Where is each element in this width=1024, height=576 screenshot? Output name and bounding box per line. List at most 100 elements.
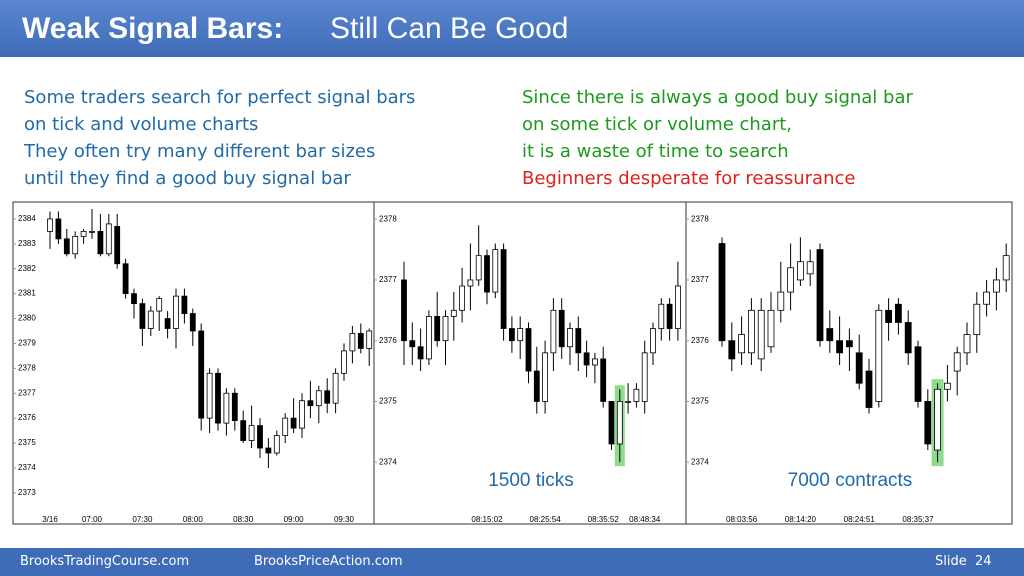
candle-body — [401, 279, 407, 342]
candle-body — [855, 352, 863, 384]
candle-body — [904, 322, 912, 354]
slide-number: Slide 24 — [935, 554, 992, 569]
candle-body — [417, 346, 424, 360]
candle-body — [1002, 255, 1010, 281]
y-tick-label: 2376 — [18, 413, 36, 422]
candle-body — [914, 346, 922, 402]
candle-body — [895, 303, 902, 323]
candle-body — [666, 303, 673, 329]
candle-body — [533, 370, 540, 402]
candle-body — [806, 261, 814, 275]
y-tick-label: 2378 — [18, 363, 36, 372]
title-bold: Weak Signal Bars: — [22, 12, 284, 45]
y-tick-label: 2375 — [379, 397, 397, 406]
y-tick-label: 2377 — [18, 388, 36, 397]
x-tick-label: 08:30 — [233, 515, 254, 524]
candle-body — [341, 350, 347, 374]
candle-body — [72, 235, 79, 255]
footer: BrooksTradingCourse.com BrooksPriceActio… — [0, 548, 1024, 576]
candle-body — [299, 400, 305, 429]
candle-body — [357, 333, 364, 349]
y-tick-label: 2379 — [18, 339, 36, 348]
candle-body — [728, 340, 736, 360]
y-tick-label: 2378 — [379, 214, 397, 223]
candle-body — [122, 263, 129, 295]
text-line: on some tick or volume chart, — [522, 114, 793, 135]
candle-body — [240, 420, 247, 441]
x-tick-label: 08:24:51 — [844, 515, 876, 524]
candle-body — [248, 425, 255, 441]
x-tick-label: 08:03:56 — [726, 515, 758, 524]
candle-body — [738, 334, 745, 354]
candle-body — [164, 318, 171, 329]
candle-body — [89, 230, 95, 233]
candle-body — [718, 243, 726, 342]
y-tick-label: 2377 — [379, 275, 397, 284]
candle-body — [332, 372, 339, 404]
x-tick-label: 09:30 — [334, 515, 355, 524]
title-rest: Still Can Be Good — [330, 12, 569, 45]
y-tick-label: 2381 — [18, 289, 36, 298]
x-tick-label: 3/16 — [42, 515, 58, 524]
y-tick-label: 2383 — [18, 239, 36, 248]
candle-body — [97, 230, 104, 255]
candle-body — [315, 390, 322, 407]
candle-body — [459, 285, 466, 311]
candle-body — [492, 249, 499, 293]
candle-body — [983, 291, 990, 305]
candle-body — [658, 303, 665, 329]
candle-body — [508, 328, 515, 342]
candle-body — [198, 330, 205, 419]
candle-body — [63, 238, 70, 255]
candle-body — [550, 309, 557, 354]
candle-body — [206, 372, 213, 419]
candle-body — [467, 279, 474, 287]
x-tick-label: 08:14:20 — [785, 515, 817, 524]
candle-body — [757, 309, 765, 360]
y-tick-label: 2377 — [691, 275, 709, 284]
candle-body — [953, 352, 961, 372]
text-line: They often try many different bar sizes — [24, 141, 376, 162]
candle-body — [484, 255, 490, 293]
y-tick-label: 2378 — [691, 214, 709, 223]
candle-body — [105, 223, 112, 255]
candle-body — [273, 435, 280, 454]
candle-body — [558, 309, 565, 348]
candle-body — [583, 352, 590, 366]
candle-body — [290, 417, 297, 429]
annotation: 1500 ticks — [488, 470, 574, 491]
x-tick-label: 09:00 — [284, 515, 305, 524]
candle-body — [608, 401, 615, 445]
y-tick-label: 2376 — [691, 336, 709, 345]
candle-body — [223, 392, 230, 424]
candle-body — [797, 261, 804, 281]
candle-body — [349, 333, 356, 352]
text-line: Some traders search for perfect signal b… — [24, 87, 416, 108]
candle-body — [517, 328, 524, 342]
candle-body — [442, 315, 449, 342]
x-tick-label: 08:15:02 — [471, 515, 503, 524]
candle-body — [625, 401, 631, 403]
candle-body — [231, 392, 238, 422]
candle-body — [542, 352, 548, 402]
candle-body — [875, 309, 883, 402]
candle-body — [257, 425, 263, 449]
candle-body — [885, 309, 892, 323]
candle-body — [650, 328, 656, 354]
text-line: Since there is always a good buy signal … — [522, 87, 913, 108]
y-tick-label: 2374 — [379, 457, 397, 466]
candle-body — [826, 328, 834, 342]
x-tick-label: 08:35:37 — [902, 515, 934, 524]
candle-body — [787, 267, 794, 293]
text-line: Beginners desperate for reassurance — [522, 168, 856, 189]
x-tick-label: 07:30 — [132, 515, 153, 524]
y-tick-label: 2376 — [379, 336, 397, 345]
candle-body — [425, 315, 432, 360]
text-right: Since there is always a good buy signal … — [522, 84, 913, 192]
candle-body — [409, 340, 416, 348]
candle-body — [748, 309, 755, 354]
text-left: Some traders search for perfect signal b… — [24, 84, 415, 192]
candle-body — [777, 291, 785, 311]
